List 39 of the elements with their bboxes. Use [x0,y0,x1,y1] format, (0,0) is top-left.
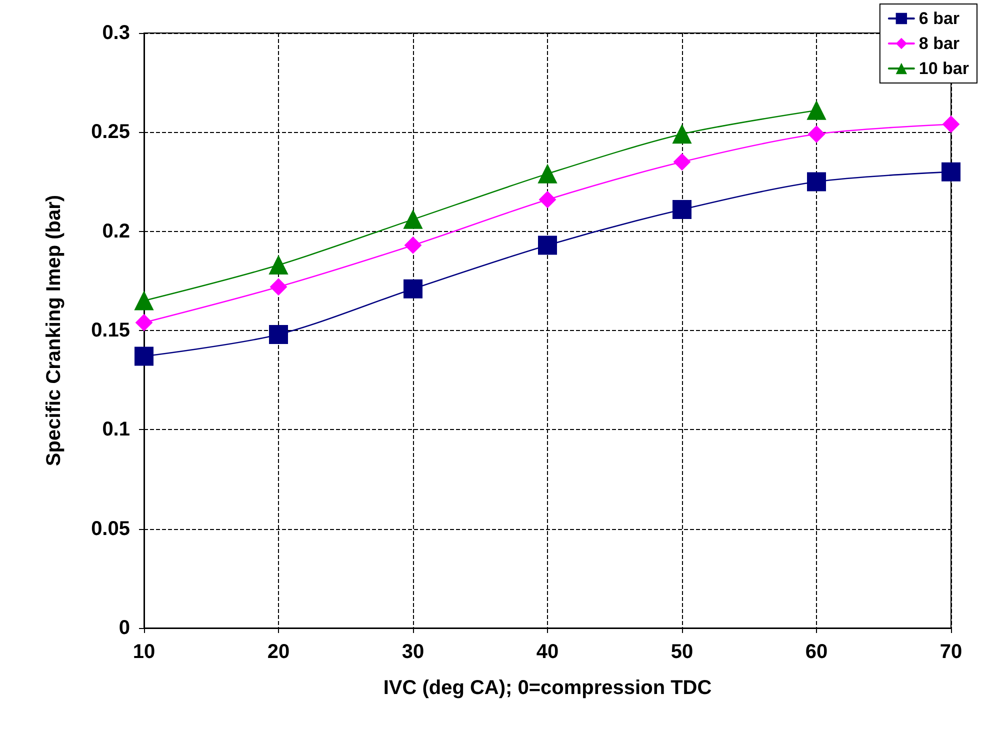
point [270,278,287,296]
point [808,126,825,143]
y-tick-label: 0.1 [102,418,130,441]
x-tick-label: 20 [267,641,290,663]
x-tick-label: 30 [402,641,424,663]
y-axis-title: Specific Cranking Imep (bar) [43,194,65,466]
x-tick-label: 10 [132,641,156,663]
legend-label: 6 bar [918,9,960,28]
legend-label: 10 bar [918,59,970,78]
point [672,200,692,220]
point [539,191,556,208]
point [404,236,422,254]
y-tick-label: 0.25 [91,121,130,144]
x-tick-label: 60 [805,641,828,663]
legend-label: 8 bar [918,34,960,53]
y-tick-label: 0.15 [91,320,130,342]
point [538,236,557,255]
point [136,314,152,332]
point [672,124,692,144]
point [404,279,422,298]
point [134,291,154,310]
point [404,210,422,229]
point [269,256,288,275]
point [134,346,154,366]
point [942,162,960,182]
point [807,172,826,192]
point [674,153,690,170]
y-tick-label: 0.05 [91,518,130,540]
point [269,324,288,344]
x-tick-label: 70 [940,641,962,663]
x-tick-label: 40 [536,641,559,663]
x-tick-label: 50 [670,641,694,663]
point [807,100,826,120]
x-axis-title: IVC (deg CA); 0=compression TDC [383,677,712,699]
point [942,116,960,133]
point [538,164,557,184]
y-tick-label: 0.2 [102,220,130,242]
y-tick-label: 0 [118,617,130,639]
y-tick-label: 0.3 [102,22,130,44]
